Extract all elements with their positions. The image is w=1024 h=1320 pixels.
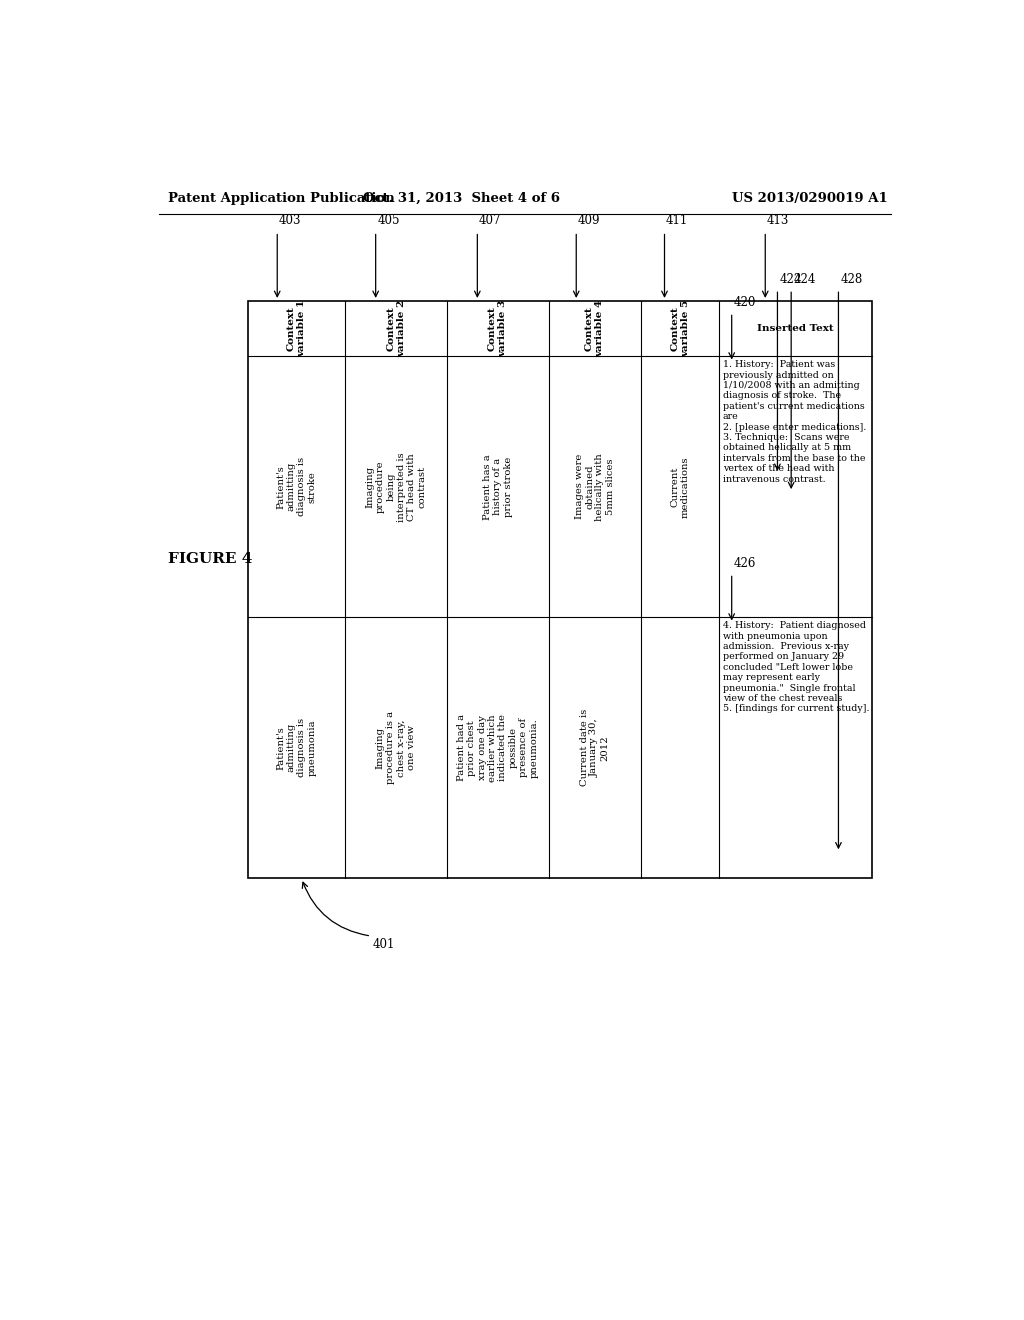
Bar <box>248 301 872 878</box>
Text: Patient's
admitting
diagnosis is
stroke: Patient's admitting diagnosis is stroke <box>276 457 316 516</box>
Text: 426: 426 <box>734 557 757 570</box>
Text: Oct. 31, 2013  Sheet 4 of 6: Oct. 31, 2013 Sheet 4 of 6 <box>362 191 560 205</box>
Text: Patent Application Publication: Patent Application Publication <box>168 191 395 205</box>
Text: 403: 403 <box>279 214 301 227</box>
Text: 401: 401 <box>373 937 395 950</box>
Text: US 2013/0290019 A1: US 2013/0290019 A1 <box>732 191 888 205</box>
Text: Inserted Text: Inserted Text <box>758 325 835 333</box>
Text: Patient had a
prior chest
xray one day
earlier which
indicated the
possible
pres: Patient had a prior chest xray one day e… <box>457 714 539 781</box>
Text: Context
variable 1: Context variable 1 <box>287 300 306 358</box>
Text: Context
variable 5: Context variable 5 <box>671 300 690 358</box>
Text: Imaging
procedure
being
interpreted is
CT head with
contrast: Imaging procedure being interpreted is C… <box>366 451 427 521</box>
Text: Current
medications: Current medications <box>671 455 690 517</box>
Text: Context
variable 2: Context variable 2 <box>386 300 406 358</box>
Text: Context
variable 4: Context variable 4 <box>585 300 604 358</box>
Text: 420: 420 <box>734 296 757 309</box>
Text: FIGURE 4: FIGURE 4 <box>168 552 253 566</box>
Text: Images were
obtained
helically with
5mm slices: Images were obtained helically with 5mm … <box>574 453 614 520</box>
Text: 428: 428 <box>841 273 863 286</box>
Text: Patient's
admitting
diagnosis is
pneumonia: Patient's admitting diagnosis is pneumon… <box>276 718 316 777</box>
Text: 4. History:  Patient diagnosed
with pneumonia upon
admission.  Previous x-ray
pe: 4. History: Patient diagnosed with pneum… <box>723 622 869 713</box>
Text: 1. History:  Patient was
previously admitted on
1/10/2008 with an admitting
diag: 1. History: Patient was previously admit… <box>723 360 866 483</box>
Text: 409: 409 <box>578 214 600 227</box>
Text: Imaging
procedure is a
chest x-ray,
one view: Imaging procedure is a chest x-ray, one … <box>376 711 416 784</box>
Text: Context
variable 3: Context variable 3 <box>488 300 507 358</box>
Text: Patient has a
history of a
prior stroke: Patient has a history of a prior stroke <box>482 454 513 520</box>
Text: 405: 405 <box>377 214 399 227</box>
Text: Current date is
January 30,
2012: Current date is January 30, 2012 <box>580 709 609 787</box>
Text: 422: 422 <box>779 273 802 286</box>
Text: 411: 411 <box>666 214 688 227</box>
Text: 413: 413 <box>767 214 790 227</box>
Text: 407: 407 <box>479 214 502 227</box>
Text: 424: 424 <box>794 273 816 286</box>
